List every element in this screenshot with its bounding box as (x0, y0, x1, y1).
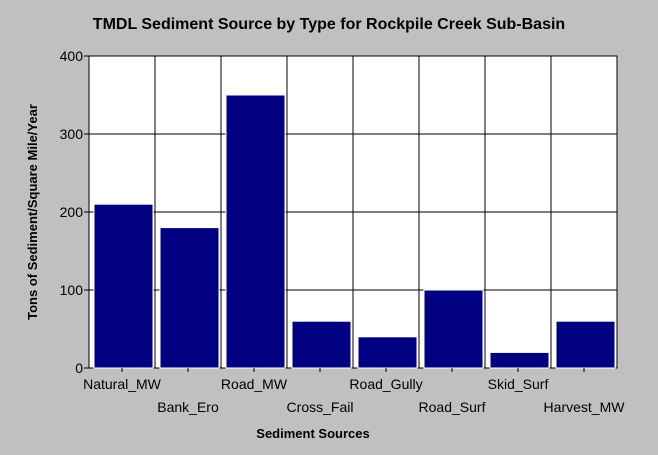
y-tick-label: 200 (60, 204, 84, 220)
x-category-label: Road_Surf (419, 399, 486, 415)
x-category-label: Road_MW (221, 376, 288, 392)
bar-road-mw (225, 94, 286, 369)
bar-natural-mw (93, 203, 154, 369)
y-tick-label: 100 (60, 282, 84, 298)
bars (93, 94, 616, 369)
bar-road-gully (357, 336, 418, 369)
bar-cross-fail (291, 320, 352, 369)
x-category-label: Bank_Ero (157, 399, 219, 415)
x-category-label: Harvest_MW (544, 399, 626, 415)
x-category-label: Skid_Surf (488, 376, 549, 392)
bar-road-surf (423, 289, 484, 369)
x-category-label: Road_Gully (349, 376, 422, 392)
bar-bank-ero (159, 227, 220, 369)
y-axis-label: Tons of Sediment/Square Mile/Year (25, 104, 40, 320)
chart-title: TMDL Sediment Source by Type for Rockpil… (93, 16, 565, 33)
x-category-label: Natural_MW (83, 376, 162, 392)
bar-harvest-mw (555, 320, 616, 369)
y-tick-label: 400 (60, 48, 84, 64)
y-axis-ticks: 0 100 200 300 400 (60, 48, 89, 376)
x-axis-label: Sediment Sources (256, 426, 369, 441)
y-tick-label: 0 (75, 360, 83, 376)
x-category-label: Cross_Fail (287, 399, 354, 415)
bar-skid-surf (489, 351, 550, 369)
y-tick-label: 300 (60, 126, 84, 142)
